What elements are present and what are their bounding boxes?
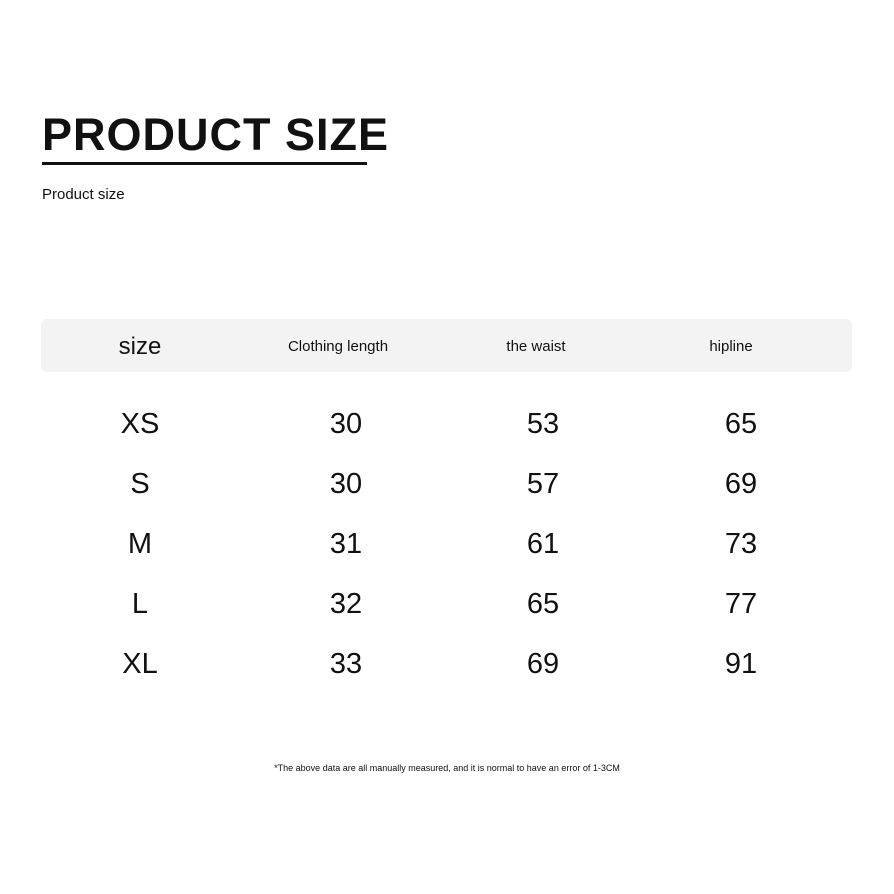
column-header: hipline bbox=[709, 338, 753, 355]
table-cell: 53 bbox=[526, 408, 560, 440]
table-cell: 31 bbox=[329, 528, 363, 560]
table-cell: 57 bbox=[526, 468, 560, 500]
page-title: PRODUCT SIZE bbox=[42, 109, 390, 160]
table-cell: 30 bbox=[329, 408, 363, 440]
table-cell: 61 bbox=[526, 528, 560, 560]
table-header-bar bbox=[41, 319, 852, 372]
title-underline bbox=[42, 162, 367, 165]
size-label: M bbox=[127, 528, 153, 560]
table-cell: 69 bbox=[724, 468, 758, 500]
measurement-note: *The above data are all manually measure… bbox=[274, 763, 620, 773]
column-header: the waist bbox=[506, 338, 566, 355]
table-cell: 32 bbox=[329, 588, 363, 620]
size-label: XL bbox=[122, 648, 158, 680]
column-header: Clothing length bbox=[287, 338, 389, 355]
page-subtitle: Product size bbox=[42, 186, 125, 203]
table-cell: 33 bbox=[329, 648, 363, 680]
table-cell: 73 bbox=[724, 528, 758, 560]
table-cell: 65 bbox=[526, 588, 560, 620]
size-label: L bbox=[131, 588, 149, 620]
size-label: S bbox=[130, 468, 150, 500]
table-cell: 77 bbox=[724, 588, 758, 620]
column-header: size bbox=[118, 333, 162, 360]
table-cell: 65 bbox=[724, 408, 758, 440]
size-label: XS bbox=[120, 408, 160, 440]
table-cell: 91 bbox=[724, 648, 758, 680]
table-cell: 30 bbox=[329, 468, 363, 500]
table-cell: 69 bbox=[526, 648, 560, 680]
